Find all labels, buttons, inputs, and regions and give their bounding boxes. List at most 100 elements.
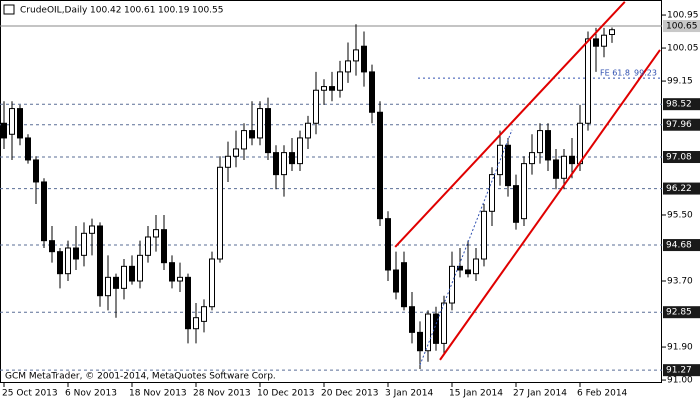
candle-body [377,111,383,220]
x-tick-label: 3 Jan 2014 [385,389,433,399]
y-tick-label: 100.05 [667,44,699,54]
fe-name: FE 61.8 [600,69,630,78]
candle-body [201,306,207,322]
candle-body [433,313,439,344]
candle-body [473,258,479,275]
candle-body [57,251,63,275]
candle-body [193,317,199,330]
candle-body [537,130,543,154]
candle-body [9,108,15,135]
header-value: 100.42 [90,6,122,16]
candle-body [457,265,463,271]
candle-body [17,108,23,139]
candle-body [385,218,391,271]
candle-body [25,137,31,161]
level-label-box [663,182,700,195]
candle-body [185,276,191,330]
candle-body [329,86,335,91]
level-label-box [663,118,700,131]
y-tick-label: 91.90 [667,343,693,353]
header-value: 100.19 [158,6,190,16]
y-tick-label: 91.00 [667,376,693,386]
candle-body [217,166,223,260]
candle-body [489,174,495,212]
candle-body [121,265,127,289]
candle-body [585,38,591,124]
level-label: 100.65 [666,22,698,32]
candle-body [337,71,343,91]
fe-value: 99.23 [634,69,657,78]
candle-body [545,130,551,161]
candle-body [577,122,583,165]
header-value: 100.61 [124,6,156,16]
candle-body [153,229,159,238]
candle-body [393,269,399,293]
candle-body [65,247,71,275]
candle-body [145,236,151,256]
candle-body [505,144,511,187]
candle-body [401,262,407,308]
chart-title: CrudeOIL,Daily [20,6,88,16]
x-tick-label: 6 Feb 2014 [577,389,628,399]
candle-body [361,45,367,73]
candle-body [297,137,303,165]
level-label: 91.27 [666,366,692,376]
level-label: 97.96 [666,120,692,130]
candle-body [273,152,279,176]
x-tick-label: 28 Nov 2013 [193,389,251,399]
y-tick-label: 99.15 [667,77,693,87]
candle-body [105,276,111,297]
level-label: 92.85 [666,308,692,318]
candle-body [209,258,215,308]
candle-body [609,29,615,35]
candle-body [169,262,175,282]
candle-body [305,122,311,139]
candle-body [601,34,607,47]
y-tick-label: 93.70 [667,277,693,287]
level-label: 98.52 [666,100,692,110]
y-tick-label: 95.50 [667,210,693,220]
candle-body [321,86,327,91]
level-label-box [663,239,700,252]
candle-body [409,306,415,333]
candle-body [529,152,535,165]
candle-body [425,313,431,352]
candle-body [417,331,423,352]
candle-body [233,148,239,157]
candle-body [1,122,7,139]
channel-line [394,1,626,248]
candle-body [369,71,375,113]
candle-body [513,185,519,223]
candle-body [353,49,359,62]
candle-body [553,159,559,179]
candle-body [225,155,231,168]
x-tick-label: 27 Jan 2014 [513,389,567,399]
candle-body [177,276,183,282]
candle-body [593,38,599,47]
candle-body [41,181,47,242]
level-label-box [663,20,700,33]
candle-body [89,225,95,234]
candle-body [241,130,247,150]
candle-body [561,155,567,179]
footer: GCM MetaTrader, © 2001-2014, MetaQuotes … [5,372,276,382]
candle-body [481,210,487,260]
candle-body [113,276,119,289]
candle-body [441,302,447,344]
candle-body [97,225,103,297]
x-tick-label: 20 Dec 2013 [321,389,379,399]
candle-body [257,108,263,139]
candle-body [137,254,143,282]
menu-icon [3,4,15,15]
x-tick-label: 15 Jan 2014 [449,389,503,399]
level-label: 97.08 [666,153,692,163]
level-label-box [663,98,700,111]
candle-body [33,159,39,183]
candle-body [265,108,271,154]
candle-body [161,229,167,264]
channel-line [439,49,661,361]
candle-body [345,60,351,73]
candle-body [569,155,575,165]
level-label-box [663,364,700,377]
candle-body [449,265,455,304]
